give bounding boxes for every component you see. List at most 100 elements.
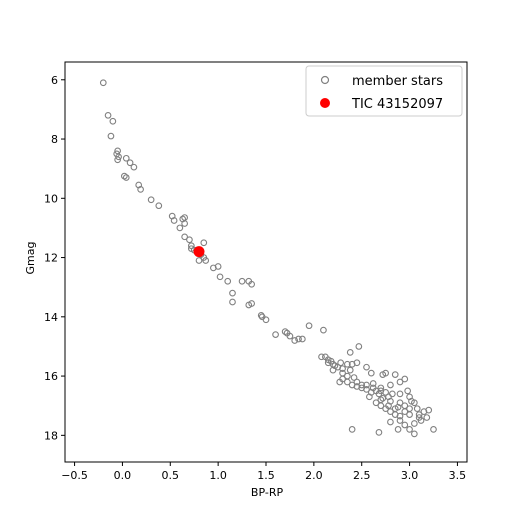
member-star-point	[324, 359, 332, 367]
y-tick-label: 14	[44, 311, 58, 324]
member-star-point	[401, 375, 409, 383]
member-star-point	[170, 217, 178, 224]
legend-frame	[305, 65, 463, 117]
member-star-point	[363, 363, 370, 371]
member-star-point	[248, 300, 255, 307]
member-star-point	[262, 316, 270, 324]
member-star-point	[411, 420, 418, 427]
member-star-point	[200, 239, 208, 247]
member-star-point	[430, 426, 437, 433]
member-star-point	[382, 369, 389, 377]
member-star-point	[408, 397, 415, 405]
x-axis-ticks: −0.5 0.0 0.5 1.0 1.5 2.0 2.5 3.0 3.5	[61, 462, 466, 482]
target-star-point	[193, 246, 205, 258]
member-star-point	[176, 224, 184, 232]
member-star-point	[336, 378, 344, 386]
member-star-point	[401, 421, 409, 429]
member-star-point	[229, 298, 236, 306]
member-star-point	[248, 280, 255, 288]
member-star-point	[391, 371, 399, 378]
member-star-point	[109, 117, 117, 125]
member-star-point	[413, 405, 421, 413]
member-star-point	[214, 263, 222, 270]
member-star-point	[367, 369, 375, 377]
member-star-point	[181, 233, 188, 241]
member-star-point	[406, 405, 413, 413]
y-tick-label: 10	[44, 192, 58, 205]
y-axis-ticks: 6 8 10 12 14 16 18	[44, 74, 65, 442]
member-star-point	[385, 402, 392, 410]
member-star-point	[130, 163, 138, 171]
member-star-point	[404, 387, 412, 395]
member-star-point	[388, 390, 396, 398]
member-star-point	[377, 402, 385, 410]
member-star-point	[339, 365, 346, 373]
member-star-point	[387, 408, 394, 415]
member-star-point	[363, 381, 370, 389]
member-star-point	[291, 337, 299, 344]
member-star-point	[372, 399, 380, 407]
member-star-point	[387, 418, 394, 426]
legend-marker-member-stars	[320, 75, 330, 85]
member-star-point	[120, 172, 128, 180]
x-tick-label: 1.5	[257, 469, 275, 482]
member-star-point	[186, 236, 193, 244]
x-tick-label: 0.5	[162, 469, 180, 482]
member-star-point	[415, 414, 423, 421]
y-tick-label: 6	[51, 74, 58, 87]
member-star-point	[353, 383, 361, 390]
member-star-point	[391, 405, 399, 413]
member-star-point	[224, 277, 232, 285]
x-tick-label: 0.0	[114, 469, 132, 482]
member-star-point	[425, 406, 433, 414]
x-tick-label: 3.5	[449, 469, 467, 482]
member-star-point	[394, 426, 402, 433]
member-star-point	[229, 289, 236, 297]
member-star-point	[375, 429, 383, 436]
member-star-point	[411, 430, 418, 438]
member-star-point	[281, 328, 289, 335]
member-star-point	[114, 156, 121, 164]
member-star-point	[346, 366, 354, 374]
member-star-point	[126, 159, 134, 167]
member-star-point	[202, 257, 210, 264]
member-star-point	[406, 426, 413, 433]
legend-marker-target	[320, 98, 330, 108]
member-star-point	[155, 202, 163, 210]
member-star-point	[379, 394, 387, 402]
member-star-point	[295, 335, 302, 343]
legend-label-target: TIC 43152097	[351, 97, 443, 112]
series-target	[193, 246, 205, 258]
x-tick-label: 1.0	[209, 469, 227, 482]
member-star-point	[344, 372, 351, 380]
member-star-point	[122, 154, 130, 162]
member-star-point	[344, 360, 351, 368]
member-star-point	[216, 273, 224, 281]
member-star-point	[299, 335, 306, 343]
member-star-point	[377, 384, 385, 392]
member-star-point	[337, 359, 345, 367]
member-star-point	[107, 132, 115, 140]
y-axis-label: Gmag	[24, 242, 37, 275]
member-star-point	[195, 257, 203, 264]
legend-label-member-stars: member stars	[352, 74, 443, 89]
member-star-point	[348, 426, 356, 433]
y-tick-label: 18	[44, 429, 58, 442]
member-star-point	[181, 220, 188, 227]
member-star-point	[366, 393, 373, 401]
member-star-point	[396, 417, 404, 424]
legend: member stars TIC 43152097	[305, 65, 463, 117]
member-star-point	[104, 111, 112, 119]
member-star-point	[355, 343, 363, 350]
series-member-stars	[99, 79, 437, 438]
member-star-point	[329, 366, 337, 374]
member-star-point	[396, 390, 404, 398]
x-axis-label: BP-RP	[251, 486, 284, 499]
plot-area	[64, 61, 468, 463]
member-star-point	[320, 326, 327, 334]
member-star-point	[353, 359, 361, 367]
member-star-point	[238, 277, 246, 285]
member-star-point	[401, 408, 409, 415]
x-tick-label: −0.5	[61, 469, 88, 482]
